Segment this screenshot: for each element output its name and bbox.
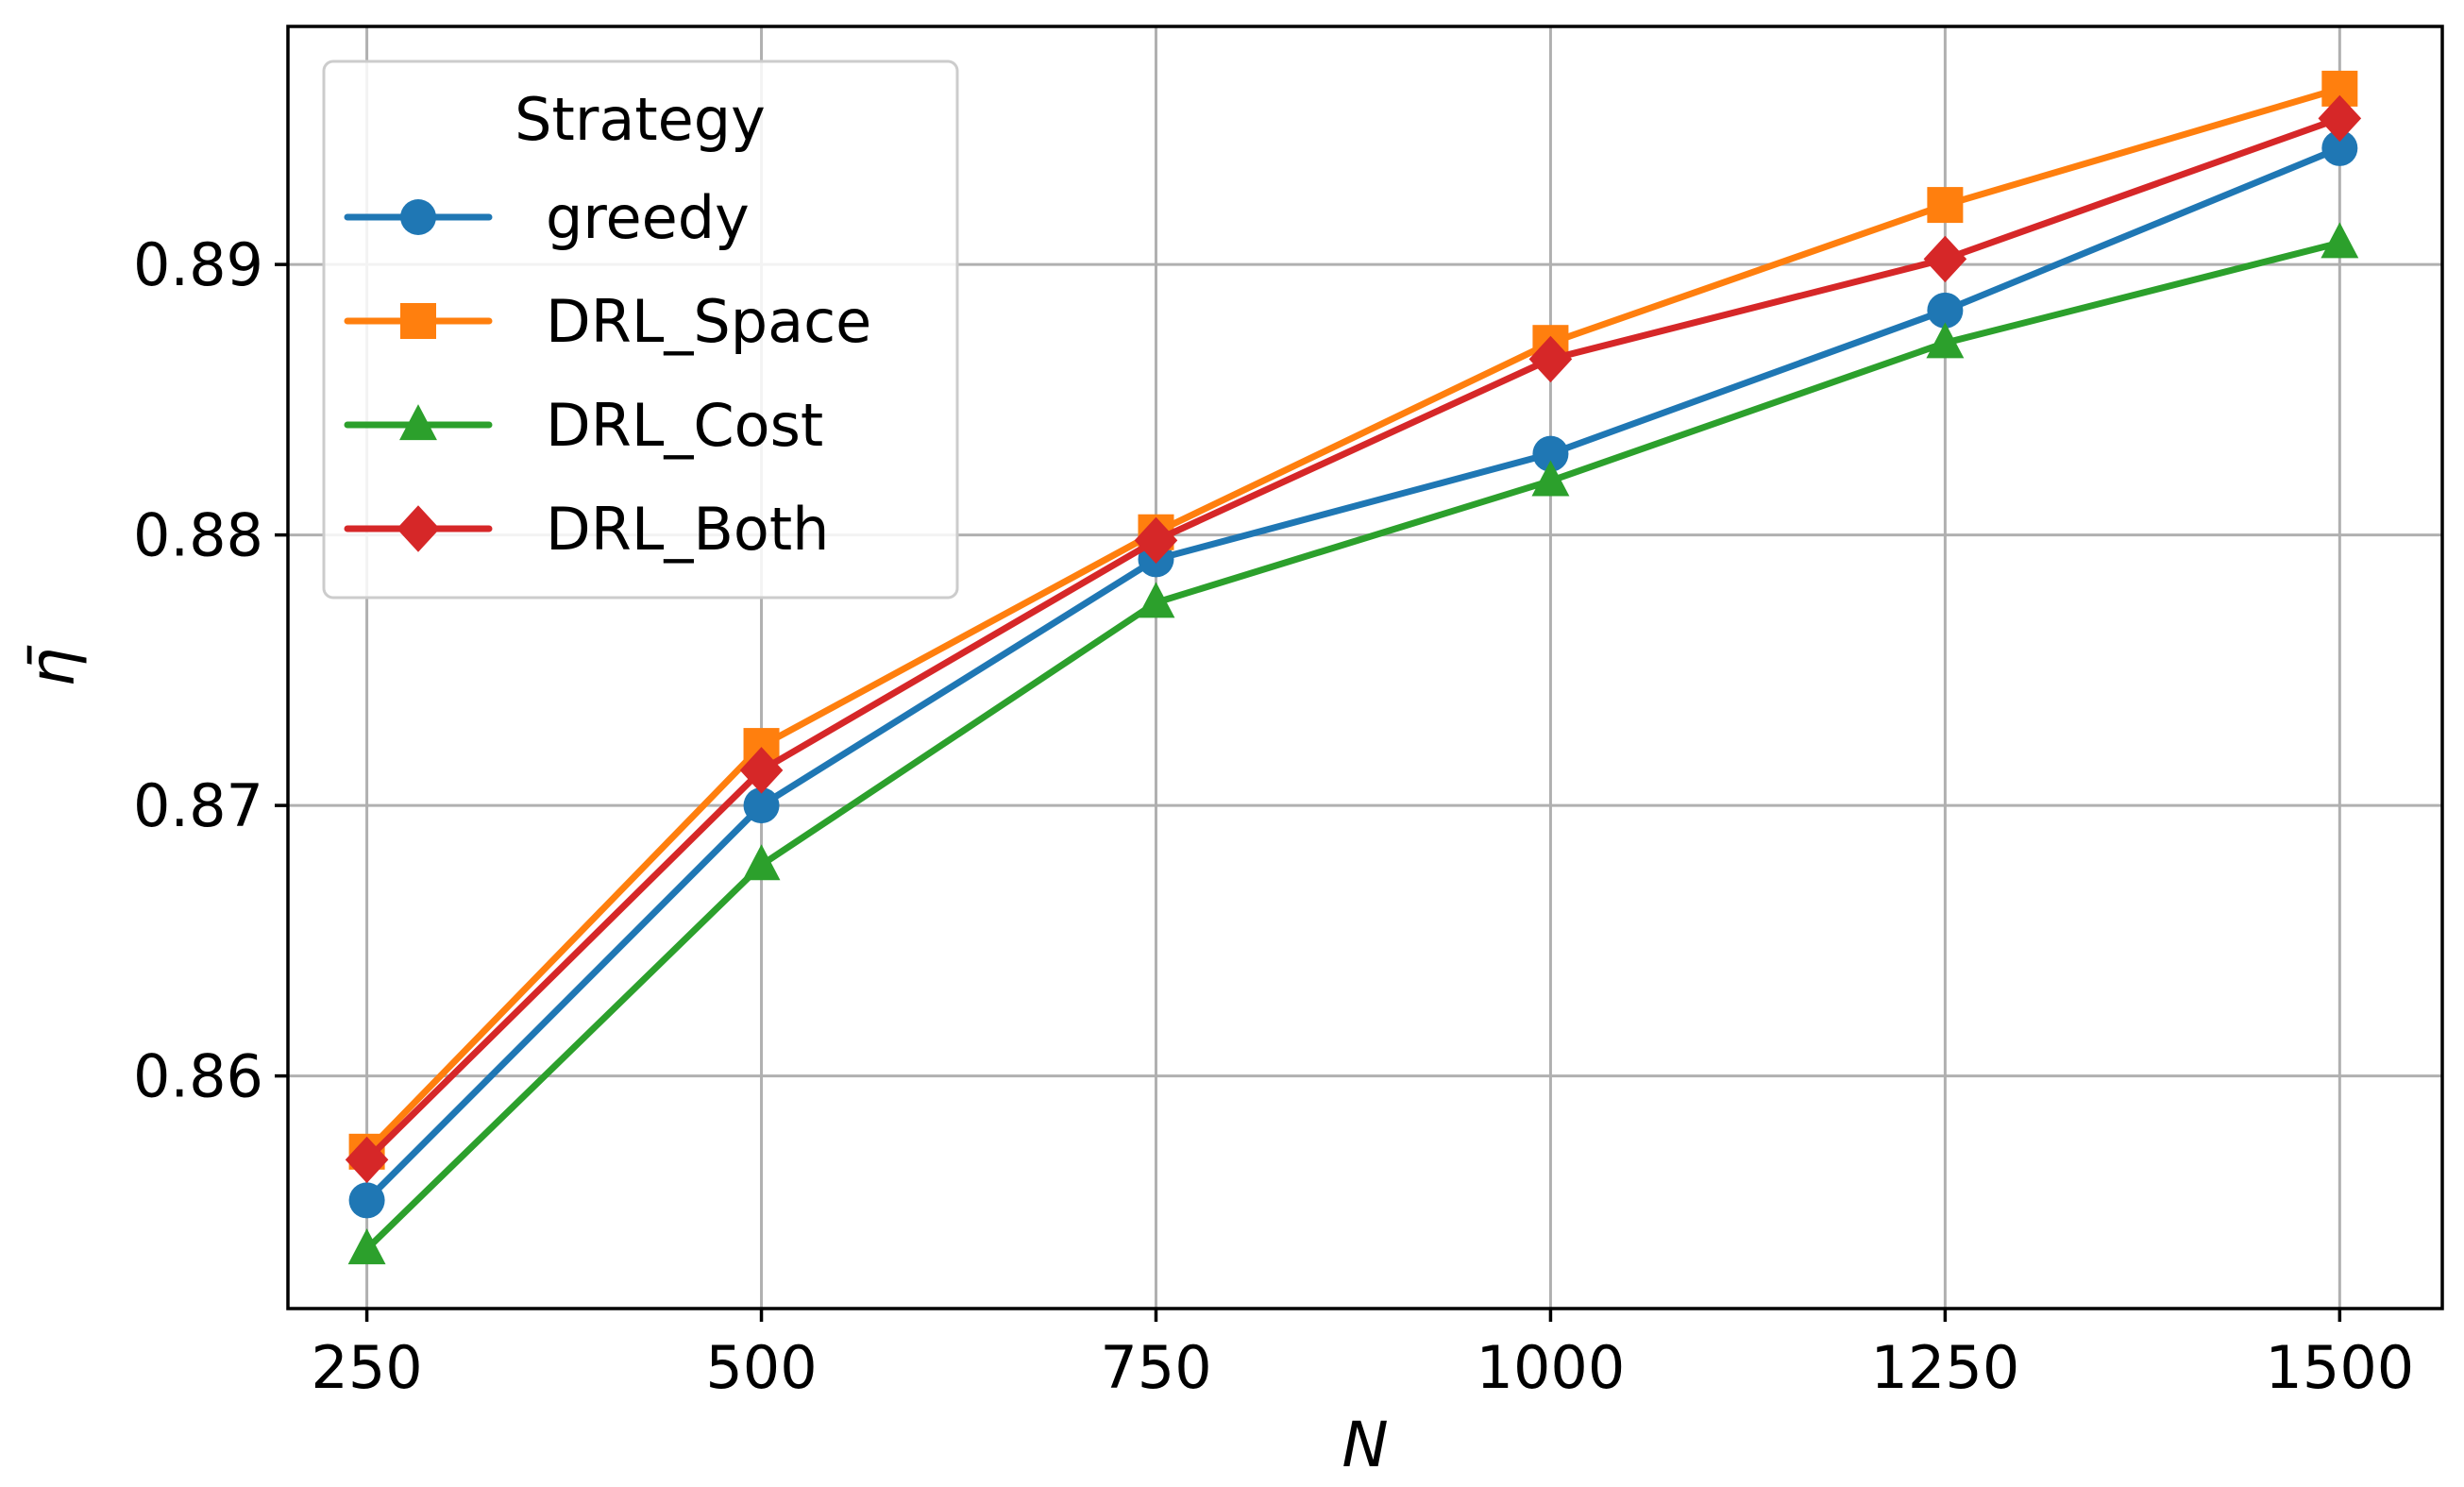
series-line (363, 144, 2343, 1204)
legend: Strategy greedy DRL_Space DRL_Cost DRL_Both (322, 59, 959, 600)
x-tick-label: 1250 (1870, 1333, 2019, 1402)
x-axis-label: N (1342, 1409, 1388, 1481)
ticks: 250 500 750 1000 1250 1500 0.86 0.87 0.88 0.89 (133, 230, 2414, 1402)
series-layer (345, 70, 2362, 1265)
data-point (742, 844, 781, 881)
legend-marker (400, 199, 436, 235)
legend-label: DRL_Space (546, 287, 871, 356)
y-tick-label: 0.89 (133, 230, 263, 299)
legend-items: greedy DRL_Space DRL_Cost DRL_Both (344, 183, 871, 564)
data-point (1134, 516, 1178, 565)
x-tick-label: 250 (311, 1333, 422, 1402)
legend-marker (399, 404, 437, 441)
y-tick-label: 0.86 (133, 1042, 263, 1111)
data-point (2318, 94, 2362, 143)
series-line (363, 114, 2343, 1163)
series-greedy (348, 129, 2358, 1219)
x-tick-label: 750 (1100, 1333, 1211, 1402)
legend-item: DRL_Cost (344, 391, 823, 460)
legend-label: greedy (546, 183, 750, 252)
data-point (2321, 222, 2359, 259)
x-tick-label: 1000 (1477, 1333, 1626, 1402)
y-axis-label: η̄ (16, 645, 89, 687)
series-line (363, 239, 2343, 1253)
data-point (345, 1136, 389, 1184)
data-point (739, 747, 784, 794)
legend-box (322, 59, 959, 600)
legend-label: DRL_Both (546, 495, 829, 564)
legend-title: Strategy (515, 85, 766, 154)
data-point (2321, 129, 2358, 166)
series-drl-cost (347, 222, 2359, 1265)
y-tick-label: 0.87 (133, 771, 263, 840)
data-point (1531, 460, 1570, 497)
legend-item: greedy (344, 183, 750, 252)
data-point (1923, 235, 1967, 283)
x-tick-label: 1500 (2265, 1333, 2414, 1402)
legend-label: DRL_Cost (546, 391, 823, 460)
x-tick-label: 500 (705, 1333, 817, 1402)
series-drl-both (345, 94, 2362, 1184)
data-point (743, 787, 780, 824)
data-point (348, 1182, 385, 1219)
data-point (1137, 582, 1175, 618)
legend-item: DRL_Space (344, 287, 871, 356)
data-point (1927, 292, 1964, 329)
legend-item: DRL_Both (344, 495, 829, 564)
data-point (1528, 335, 1573, 383)
legend-marker (400, 303, 436, 339)
data-point (1927, 187, 1964, 224)
plot-area-frame (286, 25, 2444, 1310)
data-point (1532, 435, 1569, 472)
legend-marker (397, 505, 440, 552)
data-point (1926, 322, 1965, 359)
series-line (363, 85, 2343, 1156)
data-point (347, 1228, 386, 1265)
y-tick-label: 0.88 (133, 501, 263, 570)
